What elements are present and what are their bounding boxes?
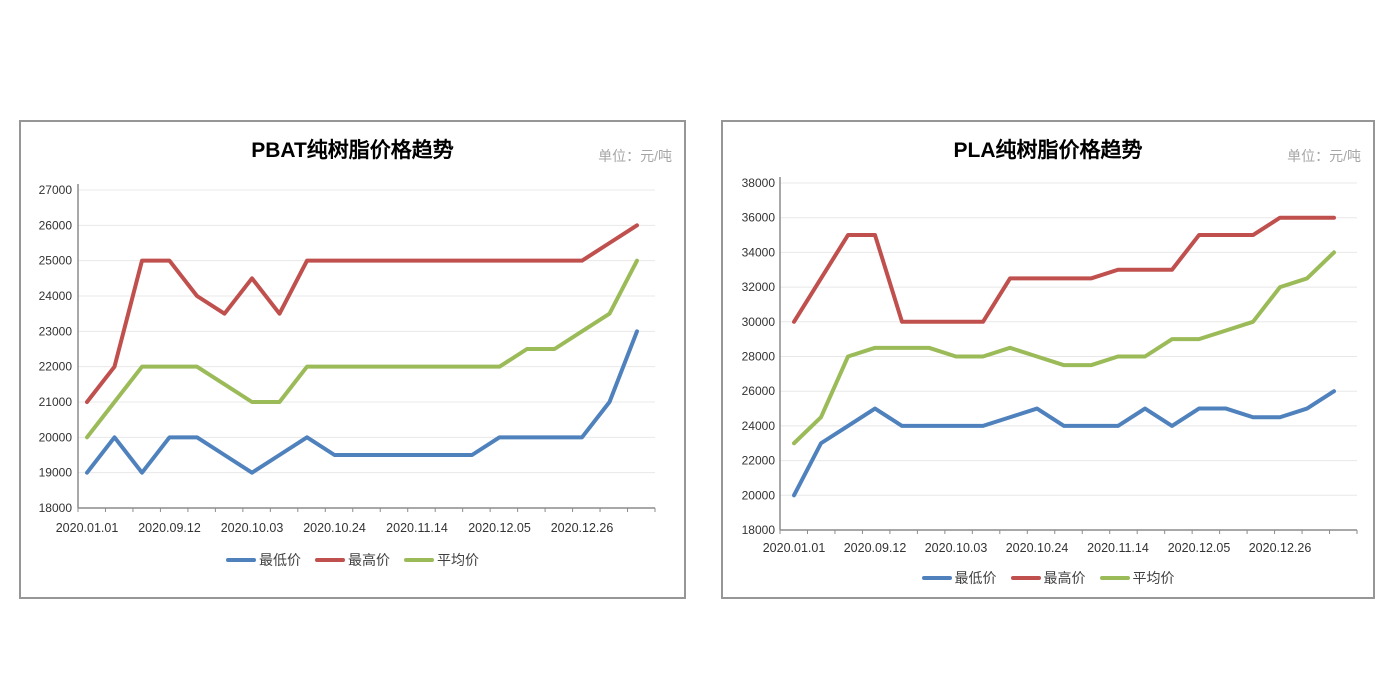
legend-label: 最低价 [954,570,997,586]
y-tick-label: 18000 [39,501,73,515]
y-tick-label: 20000 [742,488,776,502]
unit-label: 单位：元/吨 [598,148,672,164]
legend-label: 最高价 [1043,570,1086,586]
min-price-line [792,389,1336,498]
x-tick-label: 2020.10.03 [925,541,988,555]
y-tick-label: 24000 [39,289,73,303]
x-tick-label: 2020.12.05 [1168,541,1231,555]
legend-label: 平均价 [1132,570,1175,586]
legend-line-swatch [315,558,345,562]
y-tick-label: 36000 [742,211,776,225]
x-tick-label: 2020.11.14 [1087,541,1149,555]
legend: 最低价 最高价 平均价 [21,550,684,570]
y-tick-label: 32000 [742,280,776,294]
y-tick-label: 27000 [39,183,73,197]
avg-price-line [792,250,1336,446]
legend-label: 平均价 [437,552,479,568]
x-tick-label: 2020.11.14 [386,521,448,535]
chart-title: PLA纯树脂价格趋势 [953,139,1143,162]
y-tick-label: 22000 [742,454,776,468]
legend-item-avg-price: 平均价 [1099,568,1175,588]
legend-line-swatch [921,576,952,580]
pbat-price-trend-chart-panel: PBAT纯树脂价格趋势 单位：元/吨 18000 19000 20000 21000 2… [19,120,686,599]
legend-item-avg-price: 平均价 [404,550,479,570]
y-tick-label: 22000 [39,360,73,374]
y-tick-label: 25000 [39,254,73,268]
y-tick-label: 34000 [742,245,776,259]
pbat-plot-area: 18000 19000 20000 21000 22000 23000 24000 25000… [39,183,656,535]
y-tick-label: 38000 [742,176,776,190]
legend-label: 最高价 [348,552,390,568]
y-tick-label: 18000 [742,523,776,537]
max-price-line [792,215,1336,324]
min-price-line [85,329,639,475]
max-price-line [85,223,639,404]
x-tick-label: 2020.12.26 [551,521,614,535]
y-tick-label: 30000 [742,315,776,329]
y-tick-label: 23000 [39,324,73,338]
x-tick-label: 2020.10.24 [1006,541,1069,555]
pla-plot-area: 18000 20000 22000 24000 26000 28000 30000 32000… [742,176,1358,555]
y-tick-label: 28000 [742,350,776,364]
x-tick-label: 2020.09.12 [138,521,201,535]
avg-price-line [85,258,639,440]
x-tick-label: 2020.01.01 [763,541,826,555]
legend-line-swatch [404,558,434,562]
pla-price-trend-chart-panel: PLA纯树脂价格趋势 单位：元/吨 18000 20000 22000 24000 26… [721,120,1375,599]
y-tick-label: 26000 [742,384,776,398]
legend-line-swatch [226,558,256,562]
y-tick-label: 20000 [39,430,73,444]
y-tick-label: 24000 [742,419,776,433]
y-tick-label: 21000 [39,395,73,409]
legend-label: 最低价 [259,552,301,568]
x-tick-label: 2020.01.01 [56,521,119,535]
x-tick-label: 2020.12.26 [1249,541,1312,555]
legend-line-swatch [1099,576,1130,580]
legend-item-max-price: 最高价 [1010,568,1086,588]
y-tick-label: 26000 [39,218,73,232]
legend-line-swatch [1010,576,1041,580]
x-tick-label: 2020.12.05 [468,521,531,535]
unit-label: 单位：元/吨 [1287,148,1361,164]
x-tick-label: 2020.10.03 [221,521,284,535]
x-tick-label: 2020.10.24 [303,521,366,535]
legend-item-min-price: 最低价 [226,550,301,570]
legend-item-min-price: 最低价 [921,568,997,588]
chart-title: PBAT纯树脂价格趋势 [251,139,454,162]
y-tick-label: 19000 [39,466,73,480]
legend: 最低价 最高价 平均价 [723,568,1373,588]
x-tick-label: 2020.09.12 [844,541,907,555]
legend-item-max-price: 最高价 [315,550,390,570]
